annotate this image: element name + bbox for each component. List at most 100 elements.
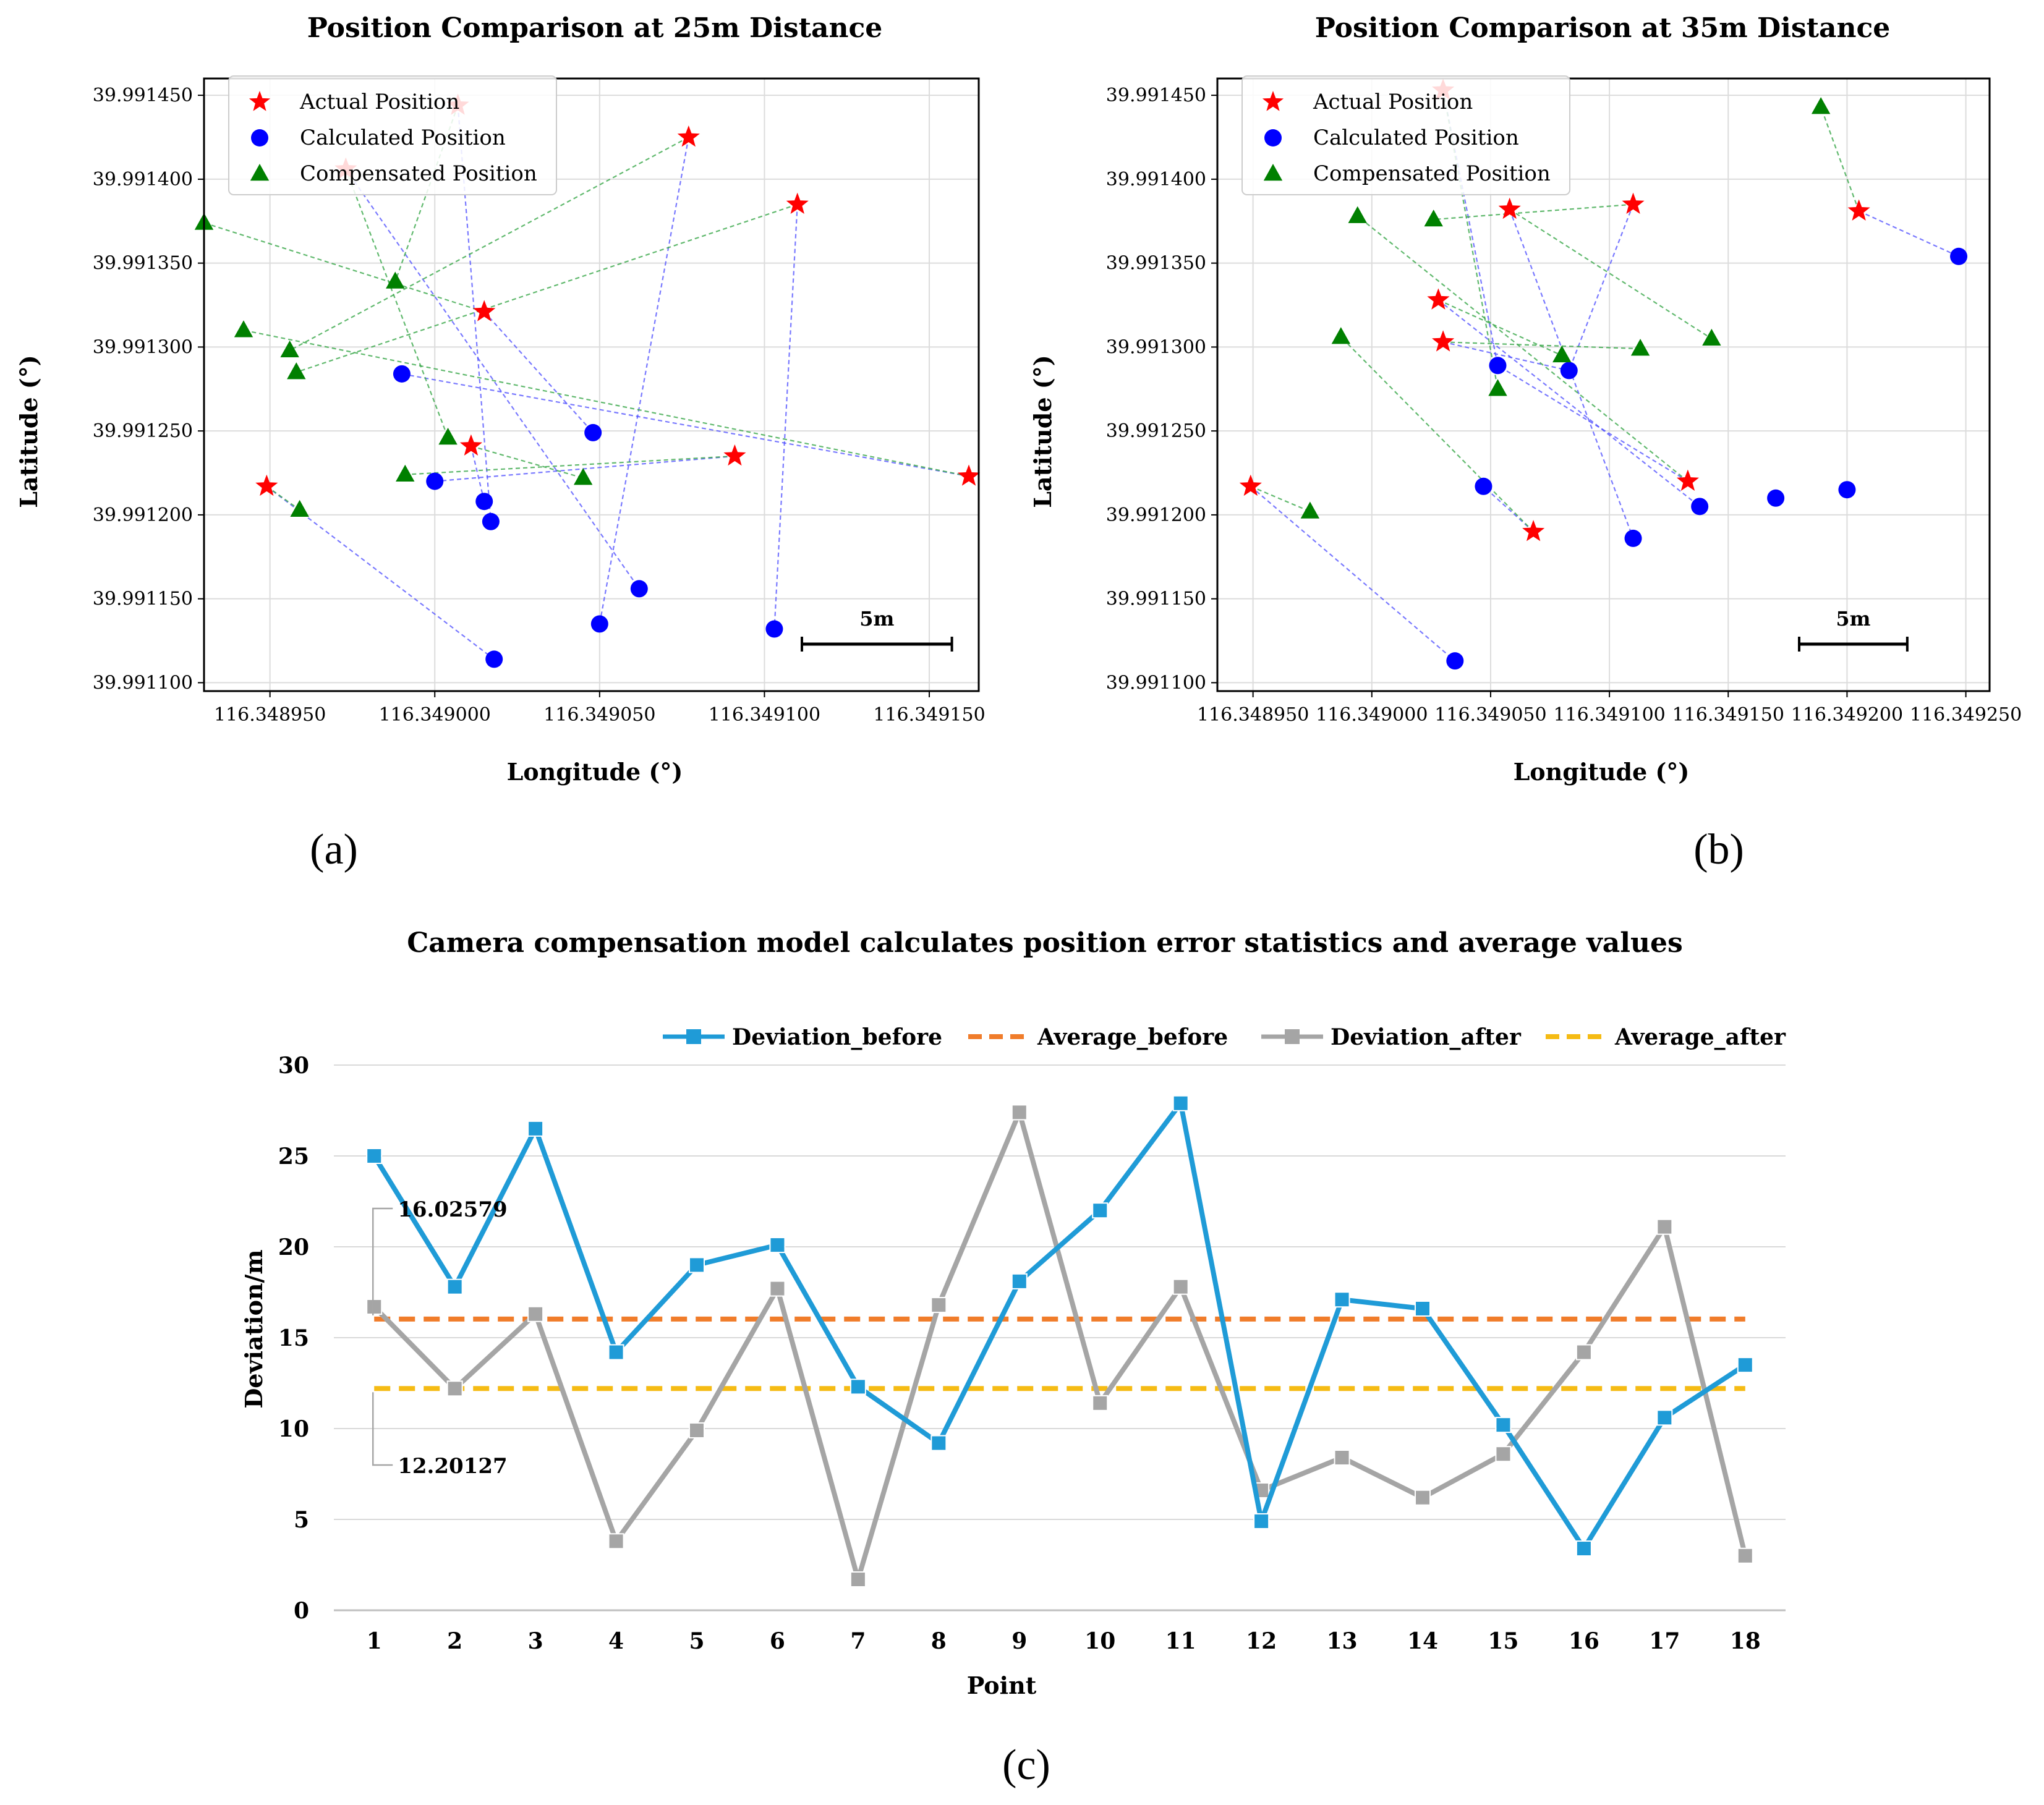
panel-c-deviation-before-marker [1737,1357,1753,1374]
panel-b-actual-to-compensated-link [1250,485,1311,512]
panel-b-x-tick-label: 116.349200 [1791,704,1903,726]
panel-a-x-tick-label: 116.349100 [709,704,820,726]
panel-a-y-tick-label: 39.991100 [93,672,193,694]
panel-b-actual-to-calculated-link [1442,341,1570,372]
panel-c-deviation-before-marker [1172,1095,1189,1111]
panel-b-compensated-point [1348,206,1367,223]
panel-a-legend-actual-symbol [249,91,271,111]
panel-b-legend-label: Calculated Position [1313,125,1519,150]
panel-c-x-tick-label: 13 [1327,1628,1358,1654]
panel-b-y-tick-label: 39.991400 [1106,169,1206,190]
panel-a-y-tick-label: 39.991200 [93,504,193,526]
panel-b-legend-actual-symbol [1262,91,1284,111]
panel-a-actual-to-calculated-link [483,311,594,433]
panel-a-x-tick-label: 116.349050 [543,704,655,726]
panel-a-calculated-point [590,615,608,633]
panel-b-plot-frame [1216,77,1991,692]
panel-b-actual-point [1432,330,1455,352]
panel-c-average-before-annotation: 16.02579 [398,1197,507,1222]
panel-a-actual-to-compensated-link [289,137,689,351]
panel-a-actual-to-calculated-link [345,168,640,590]
panel-b-actual-point [1622,192,1645,214]
panel-a-calculated-point [630,580,648,598]
panel-a-actual-to-compensated-link [405,455,735,475]
panel-c-x-tick-label: 14 [1407,1628,1438,1654]
panel-a-y-tick-label: 39.991450 [93,85,193,106]
panel-c-deviation-after-marker [1415,1489,1431,1506]
panel-a-actual-point [957,464,981,486]
panel-a-compensated-point [234,320,253,338]
panel-c-deviation-after-marker [689,1422,705,1438]
panel-c-title: Camera compensation model calculates pos… [407,927,1682,959]
panel-a-actual-to-calculated-link [598,137,689,624]
panel-b-legend-label: Compensated Position [1313,161,1551,186]
panel-c-annotation-leader [372,1207,393,1315]
panel-b-y-axis-label: Latitude (°) [1029,355,1057,508]
panel-b-y-tick-label: 39.991200 [1106,504,1206,526]
panel-c-y-tick-label: 5 [294,1507,309,1533]
panel-a-legend-label: Calculated Position [300,125,506,150]
panel-b-actual-to-compensated-link [1437,299,1562,356]
panel-c-line-chart: Camera compensation model calculates pos… [240,927,1786,1789]
panel-a-legend [228,75,557,195]
panel-c-x-tick-label: 16 [1569,1628,1599,1654]
panel-c-y-tick-label: 0 [294,1598,309,1624]
panel-b-actual-to-compensated-link [1340,336,1534,532]
panel-c-x-tick-label: 9 [1011,1628,1027,1654]
panel-c-x-tick-label: 2 [447,1628,462,1654]
panel-b-compensated-point [1811,97,1831,114]
panel-b-actual-to-calculated-link [1437,299,1700,508]
panel-a-actual-to-compensated-link [203,222,485,313]
panel-a-actual-point [255,474,278,496]
panel-c-deviation-before-marker [608,1344,624,1361]
panel-a-actual-to-calculated-link [435,455,735,482]
panel-a-x-tick-label: 116.349150 [873,704,985,726]
panel-c-legend-deviation-after-label: Deviation_after [1331,1024,1522,1050]
panel-b-actual-to-calculated-link [1859,210,1959,257]
panel-b-x-axis-label: Longitude (°) [1514,758,1690,786]
panel-b-actual-to-compensated-link [1433,203,1633,221]
panel-b-actual-to-compensated-link [1820,106,1860,211]
panel-a-legend-label: Actual Position [299,90,459,114]
panel-c-x-tick-label: 5 [689,1628,704,1654]
panel-b-calculated-point [1691,498,1709,516]
panel-a-plot-frame [203,77,980,692]
panel-c-legend-average-after-label: Average_after [1614,1024,1786,1050]
panel-b-scale-bar-label: 5m [1836,607,1870,631]
panel-c-deviation-after-line [372,1110,1748,1582]
panel-c-y-tick-label: 15 [278,1325,309,1351]
panel-b-label: (b) [1693,826,1744,873]
panel-c-deviation-before-marker [366,1148,383,1164]
panel-a-compensated-point [396,464,415,482]
panel-a-y-tick-label: 39.991150 [93,588,193,610]
panel-b-y-tick-label: 39.991300 [1106,336,1206,358]
panel-b-calculated-point [1560,362,1578,380]
panel-b-x-tick-label: 116.349000 [1316,704,1428,726]
panel-a-scale-bar-label: 5m [859,607,894,631]
panel-a-scatter-chart: Position Comparison at 25m Distance Long… [15,12,986,873]
panel-c-x-tick-label: 11 [1165,1628,1196,1654]
panel-a-calculated-point [393,365,411,383]
panel-a-actual-point [677,125,700,147]
panel-c-deviation-after-marker [1334,1450,1350,1466]
panel-b-compensated-point [1331,327,1351,344]
panel-a-calculated-point [426,472,444,490]
panel-b-actual-to-calculated-link [1509,209,1634,539]
panel-a-calculated-point [485,650,503,668]
panel-c-legend-deviation-before-label: Deviation_before [732,1024,942,1050]
panel-b-calculated-point [1446,652,1464,670]
panel-c-deviation-before-marker [1495,1417,1512,1433]
panel-b-actual-to-compensated-link [1443,341,1641,350]
panel-c-x-tick-label: 18 [1730,1628,1761,1654]
panel-a-x-axis-label: Longitude (°) [507,758,683,786]
panel-b-compensated-point [1702,328,1721,346]
panel-c-y-tick-label: 20 [278,1234,309,1260]
panel-b-calculated-point [1624,529,1642,547]
panel-c-annotation-leader [372,1392,393,1466]
panel-c-deviation-after-marker [527,1306,544,1322]
panel-c-legend-deviation-before-marker [686,1029,701,1044]
panel-c-deviation-before-marker [769,1237,786,1254]
panel-c-deviation-after-marker [1172,1278,1189,1295]
panel-a-y-tick-label: 39.991350 [93,253,193,274]
panel-a-y-tick-label: 39.991300 [93,336,193,358]
